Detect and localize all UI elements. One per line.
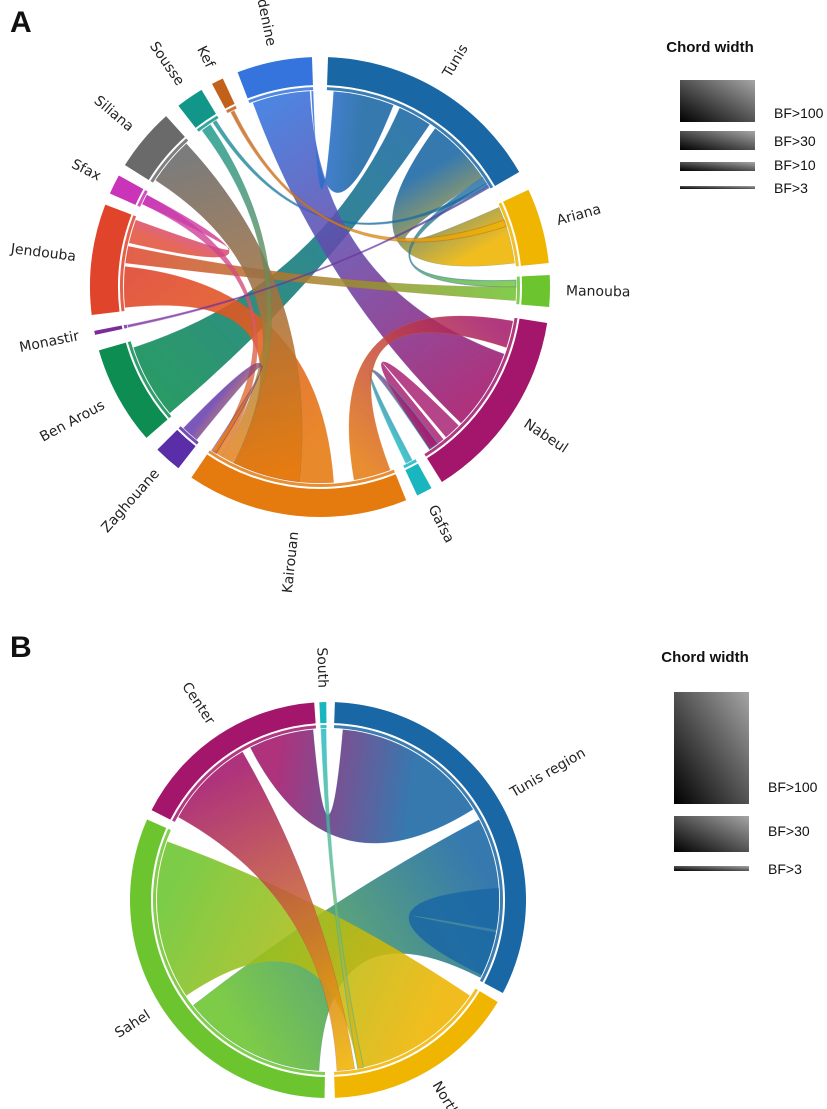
chord-a-monastir-tunis: [127, 185, 490, 328]
sector-track-a-siliana: [150, 138, 189, 183]
sector-label-a-kef: Kef: [193, 44, 218, 72]
sector-track-a-zaghouane: [178, 426, 199, 445]
sector-b-south: [319, 702, 327, 724]
sector-track-a-manouba: [516, 276, 521, 305]
sector-label-b-center: Center: [178, 680, 217, 728]
sector-label-a-zaghouane: Zaghouane: [98, 466, 163, 536]
legend-a-swatch-100: [680, 80, 755, 122]
panel-b-ring: [130, 702, 526, 1098]
chord-a-tunis-ben-arous: [133, 107, 430, 414]
sector-b-sahel: [130, 819, 325, 1098]
sector-label-a-gafsa: Gafsa: [425, 503, 458, 546]
sector-label-a-nabeul: Nabeul: [521, 416, 571, 457]
sector-a-manouba: [521, 274, 550, 308]
sector-label-a-manouba: Manouba: [566, 283, 631, 300]
chord-a-sousse-kairouan: [201, 124, 272, 464]
sector-track-a-medenine: [248, 87, 314, 104]
sector-track-a-ben-arous: [127, 341, 172, 419]
sector-label-b-tunis-region: Tunis region: [507, 745, 589, 801]
sector-label-b-south: South: [313, 647, 330, 688]
panel-a-letter: A: [10, 6, 32, 39]
sector-a-monastir: [94, 325, 123, 335]
chord-b-south-north: [320, 728, 365, 1069]
panel-a: A Tunis Ariana Manouba Nabeul Gafsa Kairouan Z…: [9, 0, 824, 594]
panel-a-chords: [123, 90, 517, 484]
sector-label-a-jendouba: Jendouba: [9, 241, 77, 265]
sector-track-b-sahel: [153, 828, 325, 1075]
sector-a-gafsa: [405, 463, 432, 496]
sector-track-a-sfax: [137, 190, 148, 207]
sector-a-ariana: [503, 189, 549, 266]
legend-a-swatch-10: [680, 162, 755, 171]
panel-b: B Tunis region North Sahel Center South Chor…: [10, 631, 818, 1109]
sector-a-sousse: [178, 89, 216, 128]
legend-b-swatch-30: [674, 816, 749, 852]
sector-a-kairouan: [191, 454, 407, 517]
sector-track-a-sousse: [196, 115, 219, 132]
sector-label-a-ariana: Ariana: [555, 201, 603, 229]
sector-a-nabeul: [427, 318, 548, 483]
panel-b-letter: B: [10, 631, 32, 664]
chord-a-medenine-nabeul: [252, 91, 505, 424]
sector-b-tunis-region: [334, 702, 526, 993]
legend-a-swatch-30: [680, 131, 755, 150]
sector-a-zaghouane: [157, 429, 196, 469]
legend-a-label-3: BF>3: [774, 180, 808, 196]
sector-track-a-gafsa: [403, 459, 417, 469]
panel-a-legend: Chord width BF>100 BF>30 BF>10 BF>3: [666, 39, 823, 196]
sector-a-jendouba: [89, 204, 132, 316]
panel-b-legend-title: Chord width: [661, 649, 748, 666]
sector-label-a-siliana: Siliana: [91, 93, 137, 135]
chord-a-kef-ariana: [230, 110, 508, 243]
sector-label-a-monastir: Monastir: [18, 328, 81, 356]
sector-track-a-monastir: [123, 324, 128, 329]
panel-b-chords: [156, 728, 500, 1071]
chord-a-sfax-kairouan: [142, 194, 258, 457]
legend-b-label-100: BF>100: [768, 779, 818, 795]
panel-a-legend-title: Chord width: [666, 39, 753, 56]
sector-track-a-jendouba: [119, 215, 137, 312]
chord-a-medenine-tunis: [311, 90, 394, 193]
sector-b-center: [151, 702, 316, 820]
sector-label-a-medenine: Medenine: [249, 0, 278, 48]
sector-a-sfax: [109, 175, 144, 205]
sector-label-b-north: North: [429, 1079, 463, 1109]
sector-label-a-sfax: Sfax: [69, 156, 104, 184]
sector-track-a-kef: [226, 105, 237, 114]
legend-a-label-10: BF>10: [774, 157, 816, 173]
chord-a-nabeul-nabeul: [381, 361, 459, 450]
sector-a-medenine: [237, 57, 313, 99]
sector-label-a-sousse: Sousse: [146, 39, 187, 89]
chord-b-tunis-region-tunis-region: [408, 887, 500, 976]
sector-a-kef: [212, 78, 235, 109]
legend-b-swatch-100: [674, 692, 749, 804]
panel-b-legend: Chord width BF>100 BF>30 BF>3: [661, 649, 817, 877]
sector-track-b-tunis-region: [334, 725, 504, 983]
sector-track-b-south: [320, 725, 327, 729]
sector-a-ben-arous: [98, 342, 168, 438]
sector-label-a-kairouan: Kairouan: [280, 531, 302, 594]
sector-track-a-ariana: [498, 202, 519, 267]
legend-a-swatch-3: [680, 186, 755, 189]
sector-a-siliana: [124, 116, 185, 180]
sector-label-a-tunis: Tunis: [439, 42, 471, 81]
legend-b-label-3: BF>3: [768, 861, 802, 877]
chord-a-kairouan-nabeul: [348, 315, 514, 481]
chord-a-tunis-sousse: [212, 120, 489, 225]
legend-b-swatch-3: [674, 866, 749, 871]
panel-a-ring: [89, 57, 550, 517]
sector-b-north: [334, 991, 498, 1098]
chord-a-zaghouane-kairouan: [183, 362, 263, 454]
sector-label-b-sahel: Sahel: [112, 1007, 153, 1041]
sector-label-a-ben-arous: Ben Arous: [37, 397, 107, 445]
legend-a-label-30: BF>30: [774, 133, 816, 149]
chord-b-center-north: [178, 751, 355, 1071]
legend-b-label-30: BF>30: [768, 823, 810, 839]
legend-a-label-100: BF>100: [774, 105, 824, 121]
sector-a-tunis: [327, 57, 520, 186]
